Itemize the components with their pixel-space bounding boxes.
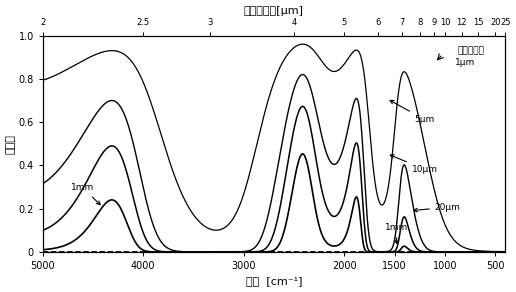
Text: 5μm: 5μm xyxy=(390,100,435,124)
Text: 20μm: 20μm xyxy=(414,203,461,212)
Text: 1μm: 1μm xyxy=(455,58,475,67)
Text: 水層の厚さ: 水層の厚さ xyxy=(458,46,485,55)
X-axis label: 波長　　　[μm]: 波長 [μm] xyxy=(244,6,304,15)
X-axis label: 波数  [cm⁻¹]: 波数 [cm⁻¹] xyxy=(246,277,302,286)
Text: 10μm: 10μm xyxy=(390,155,438,174)
Text: 1mm: 1mm xyxy=(385,223,408,244)
Text: 1mm: 1mm xyxy=(71,183,100,205)
Y-axis label: 透過率: 透過率 xyxy=(6,134,15,154)
